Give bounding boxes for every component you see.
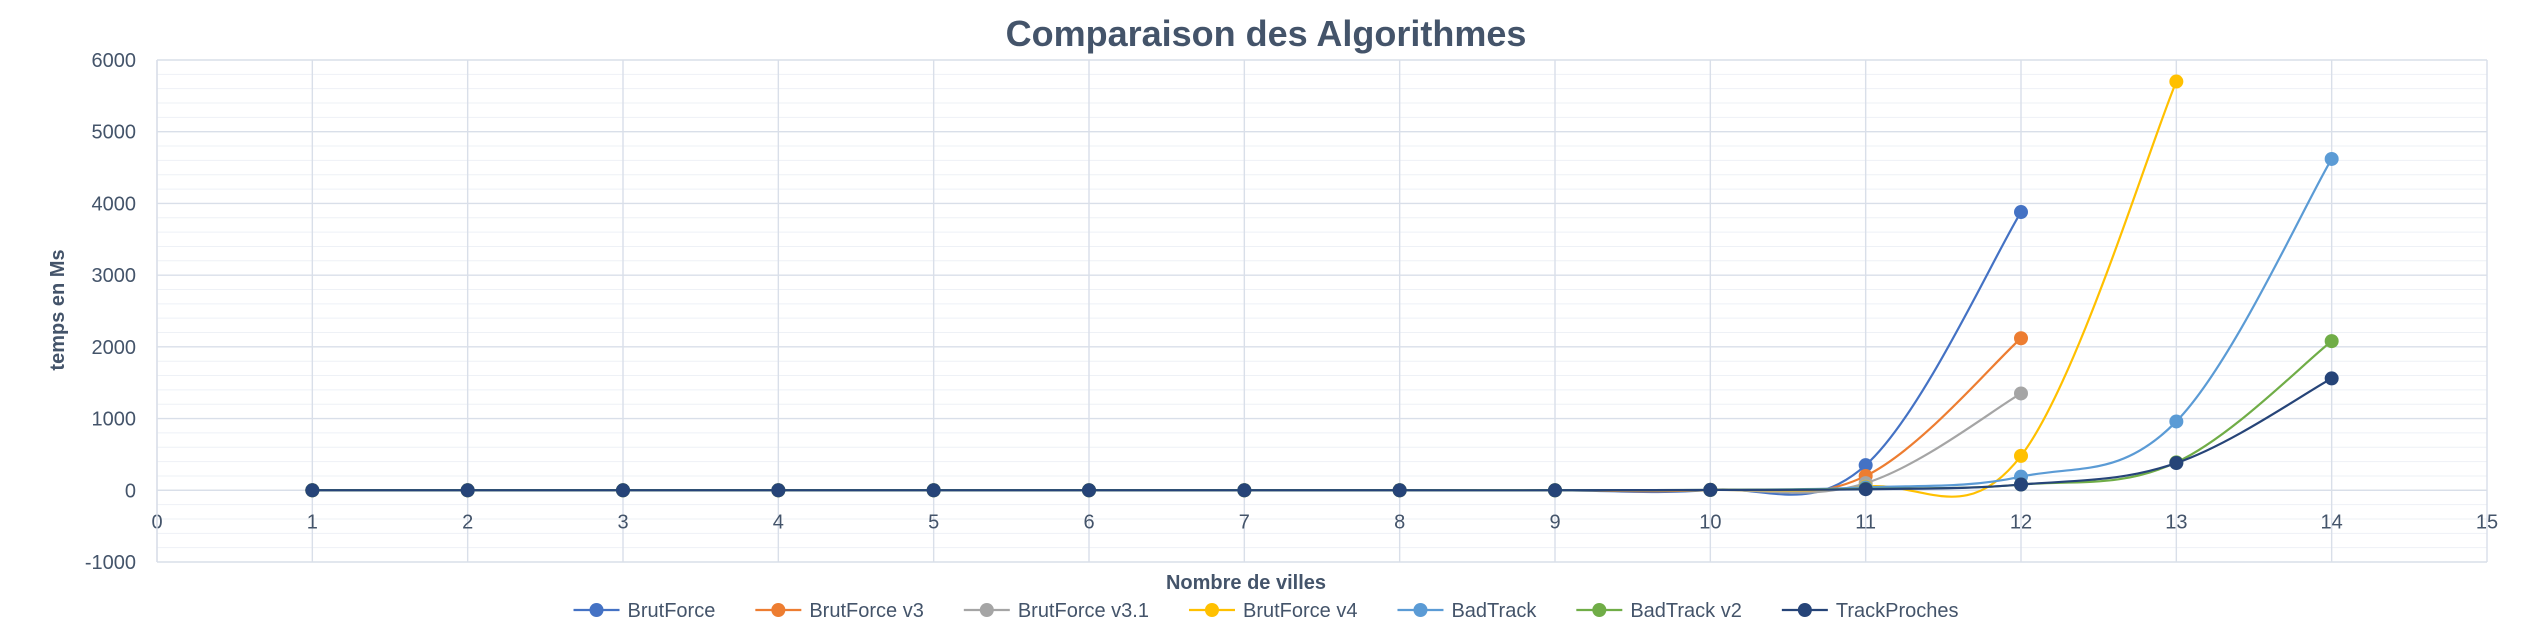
- data-point: [2324, 371, 2339, 386]
- data-point: [2014, 386, 2028, 401]
- data-point: [616, 483, 630, 498]
- legend-dot-marker: [979, 603, 994, 617]
- legend-item: TrackProches: [1781, 600, 1959, 622]
- data-point: [2014, 448, 2028, 463]
- x-tick-label: 11: [1855, 511, 1876, 533]
- data-point: [1237, 483, 1252, 498]
- data-point: [1082, 483, 1096, 498]
- x-tick-label: 9: [1549, 511, 1560, 533]
- legend: BrutForce BrutForce v3 BrutForce v3.1 BrutF…: [573, 600, 1959, 622]
- data-point: [2169, 456, 2184, 471]
- series-brutforce: [305, 205, 2028, 498]
- y-tick-label: 5000: [92, 122, 137, 144]
- x-tick-label: 10: [1699, 511, 1721, 533]
- data-point: [460, 483, 475, 498]
- legend-item: BrutForce v3: [755, 600, 924, 622]
- x-tick-label: 4: [773, 511, 784, 533]
- x-axis-title: Nombre de villes: [1166, 572, 1326, 594]
- legend-item: BrutForce: [573, 600, 716, 622]
- y-tick-label: -1000: [85, 552, 136, 574]
- series-line: [312, 392, 2022, 494]
- legend-dot-marker: [771, 603, 786, 617]
- series-brutforce-v3-1: [305, 386, 2028, 498]
- data-point: [2324, 334, 2339, 349]
- data-point: [1392, 483, 1407, 498]
- data-point: [1858, 482, 1873, 497]
- y-tick-label: 6000: [92, 50, 137, 72]
- legend-dot-marker: [589, 603, 604, 617]
- x-tick-label: 13: [2165, 511, 2187, 533]
- x-tick-label: 3: [617, 511, 628, 533]
- series-trackproches: [305, 371, 2339, 498]
- y-tick-label: 3000: [92, 265, 137, 287]
- data-point: [1858, 458, 1873, 473]
- data-point: [926, 483, 941, 498]
- legend-label: BadTrack: [1451, 600, 1537, 622]
- y-axis-title: temps en Ms: [47, 249, 69, 370]
- y-tick-label: 1000: [92, 409, 137, 431]
- series-line: [312, 211, 2022, 496]
- data-point: [2014, 477, 2028, 492]
- legend-dot-marker: [1204, 603, 1219, 617]
- series-line: [312, 377, 2333, 492]
- data-point: [305, 483, 320, 498]
- x-tick-label: 1: [307, 511, 318, 533]
- data-point: [1703, 482, 1718, 497]
- legend-label: BrutForce: [628, 600, 716, 622]
- series-layer: [305, 74, 2339, 498]
- data-point: [2324, 151, 2339, 166]
- x-tick-label: 12: [2010, 511, 2032, 533]
- x-tick-label: 6: [1083, 511, 1094, 533]
- data-point: [2014, 205, 2028, 220]
- chart-title: Comparaison des Algorithmes: [1006, 13, 1527, 54]
- data-point: [2169, 414, 2184, 429]
- data-point: [771, 483, 786, 498]
- legend-dot-marker: [1797, 603, 1812, 617]
- y-tick-label: 0: [125, 480, 136, 502]
- data-point: [2014, 331, 2028, 346]
- x-tick-label: 15: [2476, 511, 2498, 533]
- legend-dot-marker: [1592, 603, 1607, 617]
- axis-layer: -100001000200030004000500060000123456789…: [85, 50, 2498, 574]
- legend-dot-marker: [1413, 603, 1428, 617]
- legend-label: BrutForce v3: [809, 600, 923, 622]
- x-tick-label: 7: [1239, 511, 1250, 533]
- y-tick-label: 2000: [92, 337, 137, 359]
- data-point: [2169, 74, 2184, 89]
- legend-label: BrutForce v4: [1243, 600, 1357, 622]
- series-line: [312, 158, 2333, 492]
- x-tick-label: 5: [928, 511, 939, 533]
- legend-item: BadTrack: [1397, 600, 1537, 622]
- y-tick-label: 4000: [92, 193, 137, 215]
- legend-label: TrackProches: [1836, 600, 1959, 622]
- grid-layer: [156, 59, 2488, 563]
- data-point: [1548, 483, 1562, 498]
- x-tick-label: 2: [462, 511, 473, 533]
- series-brutforce-v3: [305, 331, 2028, 498]
- series-line: [312, 340, 2333, 492]
- legend-item: BadTrack v2: [1576, 600, 1742, 622]
- x-tick-label: 14: [2321, 511, 2343, 533]
- legend-item: BrutForce v4: [1188, 600, 1357, 622]
- legend-label: BrutForce v3.1: [1018, 600, 1149, 622]
- series-badtrack-v2: [305, 334, 2339, 498]
- legend-item: BrutForce v3.1: [963, 600, 1149, 622]
- legend-label: BadTrack v2: [1630, 600, 1742, 622]
- x-tick-label: 8: [1394, 511, 1405, 533]
